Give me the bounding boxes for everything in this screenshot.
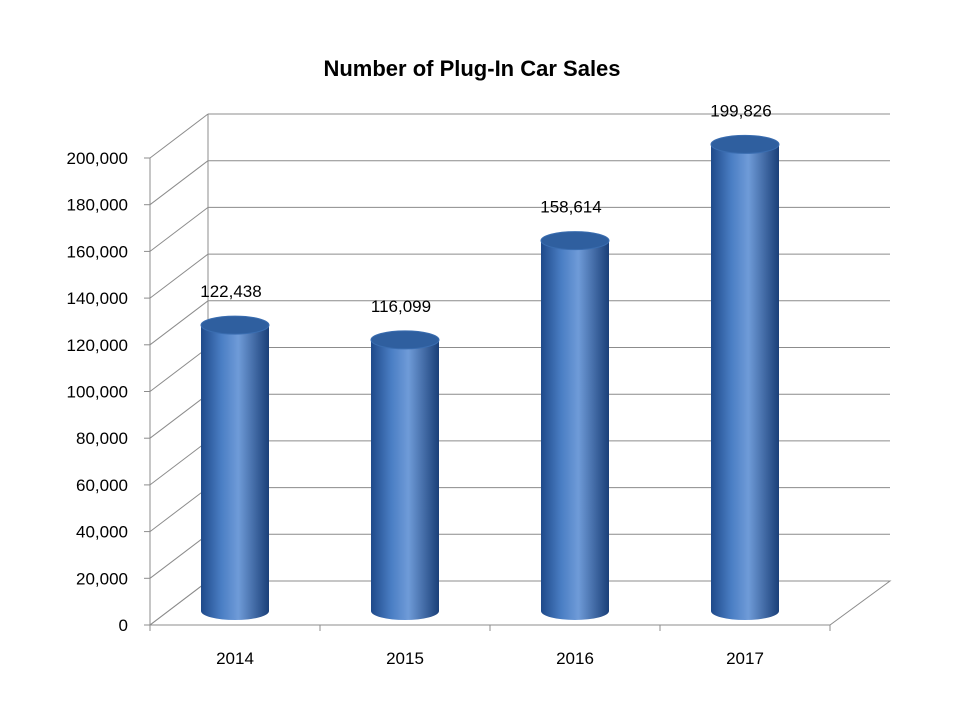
x-tick-label: 2017	[726, 649, 764, 668]
axes: 0 20,000 40,000 60,000 80,000 100,000 120,000 1…	[67, 149, 892, 668]
y-tick-label: 40,000	[76, 523, 128, 542]
x-tick-label: 2016	[556, 649, 594, 668]
bar	[200, 315, 270, 620]
y-tick-label: 160,000	[67, 242, 128, 261]
bar	[540, 231, 610, 620]
data-label: 116,099	[371, 297, 431, 316]
y-tick-label: 0	[119, 616, 128, 635]
bar	[370, 330, 440, 620]
gridline-side	[149, 487, 209, 532]
y-tick-label: 200,000	[67, 149, 128, 168]
gridline-side	[149, 160, 209, 206]
bar-body	[541, 240, 609, 620]
bar-top	[370, 330, 440, 350]
y-tick-label: 140,000	[67, 289, 128, 308]
x-tick-label: 2015	[386, 649, 424, 668]
chart-floor	[148, 580, 892, 626]
y-tick-label: 120,000	[67, 336, 128, 355]
y-tick-label: 100,000	[67, 383, 128, 402]
y-tick-label: 180,000	[67, 196, 128, 215]
y-tick-label: 20,000	[76, 569, 128, 588]
bar-body	[371, 339, 439, 620]
y-tick-label: 60,000	[76, 476, 128, 495]
data-label: 199,826	[710, 101, 771, 120]
y-tick-label: 80,000	[76, 429, 128, 448]
data-label: 158,614	[540, 198, 601, 217]
gridline-side	[149, 253, 209, 299]
gridline-side	[149, 300, 209, 346]
bars: 122,438 116,099 158,614 199,826	[200, 101, 780, 620]
gridline-side	[149, 533, 209, 579]
bar-body	[201, 325, 269, 620]
gridline-side	[149, 347, 209, 392]
data-label: 122,438	[200, 282, 261, 301]
bar-body	[711, 144, 779, 620]
gridline-side	[149, 207, 209, 252]
bar-top	[710, 134, 780, 154]
gridline-side	[149, 440, 209, 486]
bar	[710, 134, 780, 620]
bar-top	[540, 231, 610, 251]
gridline-side	[149, 113, 209, 159]
chart-title: Number of Plug-In Car Sales	[323, 56, 620, 81]
bar-top	[200, 315, 270, 335]
x-tick-label: 2014	[216, 649, 254, 668]
gridline-side	[149, 393, 209, 439]
